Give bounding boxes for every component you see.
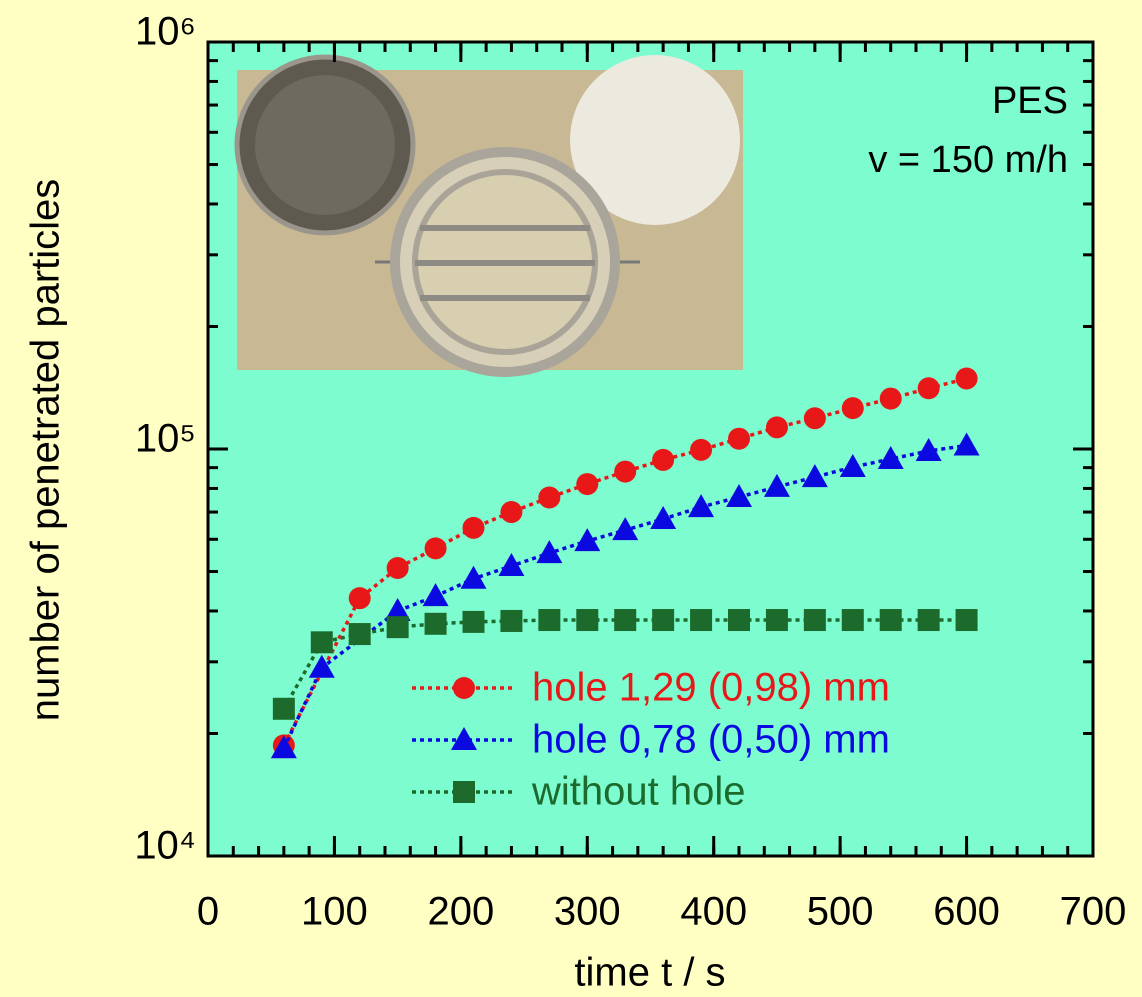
marker <box>576 473 599 496</box>
marker <box>726 484 752 508</box>
marker <box>839 454 866 478</box>
legend-label: hole 0,78 (0,50) mm <box>532 718 890 762</box>
marker <box>917 377 940 400</box>
marker <box>803 609 826 632</box>
marker <box>460 565 487 589</box>
x-tick-label: 400 <box>680 890 747 934</box>
x-tick-label: 600 <box>933 890 1000 934</box>
legend-label: hole 1,29 (0,98) mm <box>532 666 890 710</box>
x-tick-label: 200 <box>427 890 494 934</box>
marker <box>538 486 561 509</box>
marker <box>917 609 940 632</box>
marker <box>614 609 637 632</box>
x-tick-label: 300 <box>554 890 621 934</box>
x-tick-label: 500 <box>807 890 874 934</box>
marker <box>614 460 637 483</box>
marker <box>422 583 449 607</box>
marker <box>272 697 295 720</box>
y-tick-label: 10⁴ <box>134 824 196 868</box>
marker <box>955 609 978 632</box>
marker <box>841 397 864 420</box>
marker <box>650 505 677 529</box>
x-tick-label: 0 <box>197 890 219 934</box>
marker <box>953 432 980 456</box>
marker <box>386 616 409 639</box>
marker <box>576 609 599 632</box>
marker <box>879 387 902 410</box>
marker <box>536 540 563 564</box>
plot-frame <box>206 40 1095 858</box>
legend-marker <box>453 677 475 699</box>
marker <box>462 516 485 539</box>
marker <box>652 609 675 632</box>
marker <box>348 587 371 610</box>
marker <box>690 438 713 461</box>
marker <box>763 473 790 497</box>
marker <box>310 631 333 654</box>
marker <box>500 609 523 632</box>
marker <box>803 407 826 430</box>
y-tick-label: 10⁶ <box>135 10 196 54</box>
legend-marker <box>451 727 477 750</box>
marker <box>500 501 523 524</box>
y-tick-label: 10⁵ <box>135 417 196 461</box>
x-axis-label: time t / s <box>574 951 725 995</box>
legend-label: without hole <box>531 770 745 814</box>
marker <box>765 416 788 439</box>
marker <box>879 609 902 632</box>
marker <box>574 528 601 552</box>
legend-marker <box>453 781 475 803</box>
x-tick-label: 100 <box>301 890 368 934</box>
marker <box>308 654 335 678</box>
y-axis-label: number of penetrated particles <box>24 179 68 722</box>
marker <box>801 464 828 488</box>
marker <box>877 445 904 469</box>
marker <box>765 609 788 632</box>
marker <box>386 557 409 580</box>
marker <box>915 437 942 461</box>
inset-photo <box>234 54 743 377</box>
marker <box>728 427 750 450</box>
annotation: PES <box>992 80 1068 122</box>
marker <box>498 552 525 576</box>
marker <box>728 609 750 632</box>
annotation: v = 150 m/h <box>868 139 1068 181</box>
x-tick-label: 700 <box>1060 890 1127 934</box>
marker <box>652 448 675 471</box>
marker <box>384 597 411 621</box>
marker <box>348 623 371 646</box>
marker <box>424 537 447 560</box>
marker <box>955 367 978 390</box>
marker <box>424 612 447 635</box>
marker <box>841 609 864 632</box>
marker <box>612 517 639 541</box>
marker <box>690 609 713 632</box>
marker <box>688 494 715 518</box>
marker <box>462 610 485 633</box>
marker <box>270 735 297 759</box>
marker <box>538 609 561 632</box>
